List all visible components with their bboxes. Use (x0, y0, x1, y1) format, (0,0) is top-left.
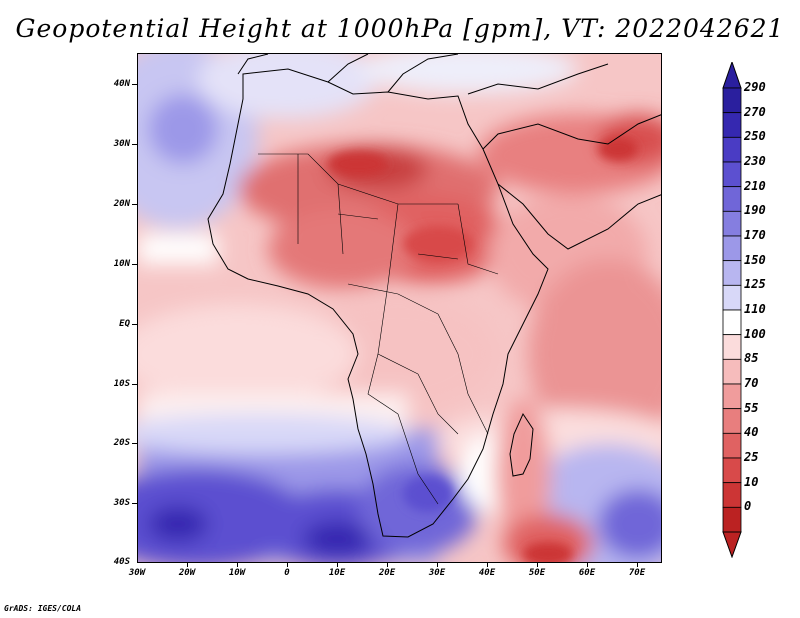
lat-tick (132, 84, 137, 85)
colorbar-bottom-arrow (722, 531, 742, 558)
lat-tick (132, 503, 137, 504)
colorbar-top-arrow (722, 62, 742, 89)
colorbar-cell (722, 482, 742, 508)
lon-tick (537, 563, 538, 567)
colorbar-cell (722, 260, 742, 286)
colorbar-label: 55 (744, 400, 759, 415)
lat-tick (132, 384, 137, 385)
lat-label-10n: 10N (113, 259, 130, 269)
arabia-coastline (482, 114, 661, 250)
colorbar-label: 100 (744, 326, 766, 341)
lon-tick (587, 563, 588, 567)
lat-tick (132, 324, 137, 325)
colorbar-label: 70 (744, 376, 759, 390)
lon-label-40e: 40E (478, 568, 496, 578)
colorbar-cell (722, 334, 742, 360)
colorbar-label: 270 (744, 104, 766, 119)
lat-tick (132, 264, 137, 265)
colorbar-cells (722, 87, 742, 533)
lat-label-40s: 40S (113, 557, 130, 567)
map-panel (137, 53, 662, 563)
colorbar-label: 110 (744, 302, 766, 316)
colorbar-label: 290 (744, 80, 766, 94)
lon-tick (337, 563, 338, 567)
colorbar-label: 40 (744, 425, 759, 440)
colorbar-cell (722, 87, 742, 114)
lat-label-eq: EQ (119, 319, 130, 329)
lon-tick (237, 563, 238, 567)
coastlines (207, 54, 661, 538)
lon-tick (187, 563, 188, 567)
colorbar-cell (722, 457, 742, 484)
colorbar-label: 0 (744, 499, 752, 514)
lon-label-70e: 70E (628, 568, 646, 578)
lat-label-20n: 20N (113, 199, 130, 209)
colorbar-label: 25 (744, 450, 759, 464)
lon-label-50e: 50E (528, 568, 546, 578)
colorbar-cell (722, 358, 742, 385)
lon-tick (637, 563, 638, 567)
chart-title: Geopotential Height at 1000hPa [gpm], VT… (15, 14, 785, 43)
colorbar-label: 125 (744, 277, 766, 292)
lat-label-20s: 20S (113, 438, 130, 448)
field-detail (328, 137, 638, 562)
colorbar-cell (722, 235, 742, 262)
colorbar-label: 230 (744, 154, 766, 168)
europe-coastline (237, 54, 609, 95)
colorbar-cell (722, 112, 742, 138)
lon-label-20e: 20E (378, 568, 396, 578)
colorbar-label: 85 (744, 351, 759, 366)
lat-label-40n: 40N (113, 79, 130, 89)
colorbar-cell (722, 506, 742, 533)
lat-label-30s: 30S (113, 498, 130, 508)
africa-coastline (207, 68, 549, 538)
colorbar-label: 10 (744, 474, 759, 489)
lat-label-10s: 10S (113, 379, 130, 389)
colorbar-cell (722, 284, 742, 311)
map-svg (138, 54, 661, 562)
field-shading (138, 54, 661, 562)
lon-label-0: 0 (284, 568, 290, 578)
lat-label-30n: 30N (113, 139, 130, 149)
lon-label-20w: 20W (178, 568, 196, 578)
country-borders (258, 153, 499, 505)
lon-tick (437, 563, 438, 567)
colorbar-cell (722, 210, 742, 237)
lat-tick (132, 443, 137, 444)
colorbar-label: 170 (744, 228, 766, 242)
lon-label-60e: 60E (578, 568, 596, 578)
colorbar-cell (722, 432, 742, 459)
grads-credit: GrADS: IGES/COLA (4, 604, 82, 613)
colorbar-label: 210 (744, 178, 766, 193)
lon-label-10w: 10W (228, 568, 246, 578)
lon-label-30e: 30E (428, 568, 446, 578)
colorbar-cell (722, 161, 742, 188)
lon-label-10e: 10E (328, 568, 346, 578)
colorbar-cell (722, 136, 742, 163)
lon-tick (387, 563, 388, 567)
colorbar-label: 150 (744, 252, 766, 267)
colorbar (722, 62, 742, 558)
colorbar-cell (722, 186, 742, 212)
lat-tick (132, 144, 137, 145)
lon-tick (487, 563, 488, 567)
colorbar-label: 190 (744, 203, 766, 218)
colorbar-cell (722, 309, 742, 336)
lon-label-30w: 30W (128, 568, 146, 578)
colorbar-cell (722, 383, 742, 410)
colorbar-cell (722, 408, 742, 434)
lon-tick (287, 563, 288, 567)
lat-tick (132, 204, 137, 205)
madagascar-coastline (509, 412, 534, 477)
colorbar-label: 250 (744, 129, 766, 144)
